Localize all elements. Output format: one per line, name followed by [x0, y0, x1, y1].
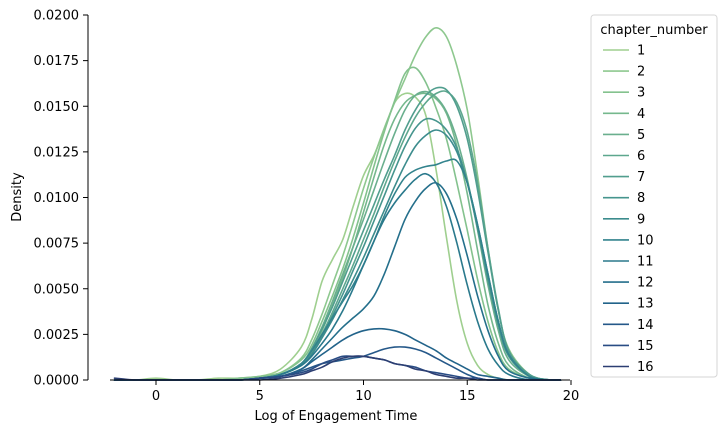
x-tick-label: 0	[152, 389, 160, 404]
legend-label-5: 5	[637, 128, 645, 143]
legend-label-8: 8	[637, 191, 645, 206]
series-line-14	[113, 346, 562, 381]
legend-label-15: 15	[637, 339, 654, 354]
y-tick-label: 0.0075	[34, 237, 80, 252]
axes: 0 5 10 15 20 0.00000.00250.00500.00750.01000…	[10, 9, 579, 425]
y-axis-label: Density	[10, 172, 25, 222]
series-line-5	[113, 90, 562, 381]
legend-label-1: 1	[637, 44, 645, 59]
legend-label-11: 11	[637, 255, 654, 270]
legend-label-14: 14	[637, 318, 654, 333]
series-curves	[113, 27, 562, 381]
legend-label-13: 13	[637, 297, 654, 312]
x-ticks: 0 5 10 15 20	[152, 380, 579, 404]
series-line-7	[113, 86, 562, 381]
legend-label-6: 6	[637, 149, 645, 164]
series-line-6	[113, 90, 562, 381]
x-tick-label: 20	[563, 389, 580, 404]
x-tick-label: 15	[459, 389, 476, 404]
series-line-4	[113, 92, 562, 381]
legend-label-3: 3	[637, 86, 645, 101]
legend-label-10: 10	[637, 233, 654, 248]
y-tick-label: 0.0050	[34, 282, 80, 297]
legend-label-9: 9	[637, 212, 645, 227]
x-tick-label: 5	[256, 389, 264, 404]
y-tick-label: 0.0175	[34, 54, 80, 69]
legend-label-12: 12	[637, 276, 654, 291]
y-tick-label: 0.0100	[34, 191, 80, 206]
legend-label-2: 2	[637, 65, 645, 80]
y-tick-label: 0.0000	[34, 374, 80, 389]
x-axis-label: Log of Engagement Time	[255, 409, 418, 424]
y-tick-label: 0.0025	[34, 328, 80, 343]
series-line-1	[113, 92, 562, 381]
legend-label-7: 7	[637, 170, 645, 185]
legend-title: chapter_number	[600, 23, 708, 38]
y-ticks: 0.0000 0.0025 0.0050 0.0075 0.0100 0.0125 0.01…	[34, 9, 88, 389]
legend-frame	[590, 14, 718, 378]
legend-label-16: 16	[637, 360, 654, 375]
legend-label-4: 4	[637, 107, 645, 122]
series-line-13	[113, 327, 562, 381]
y-tick-label: 0.0150	[34, 100, 80, 115]
y-tick-label: 0.0125	[34, 145, 80, 160]
x-tick-label: 10	[355, 389, 372, 404]
y-tick-label: 0.0200	[34, 9, 80, 24]
series-line-11	[113, 172, 562, 381]
